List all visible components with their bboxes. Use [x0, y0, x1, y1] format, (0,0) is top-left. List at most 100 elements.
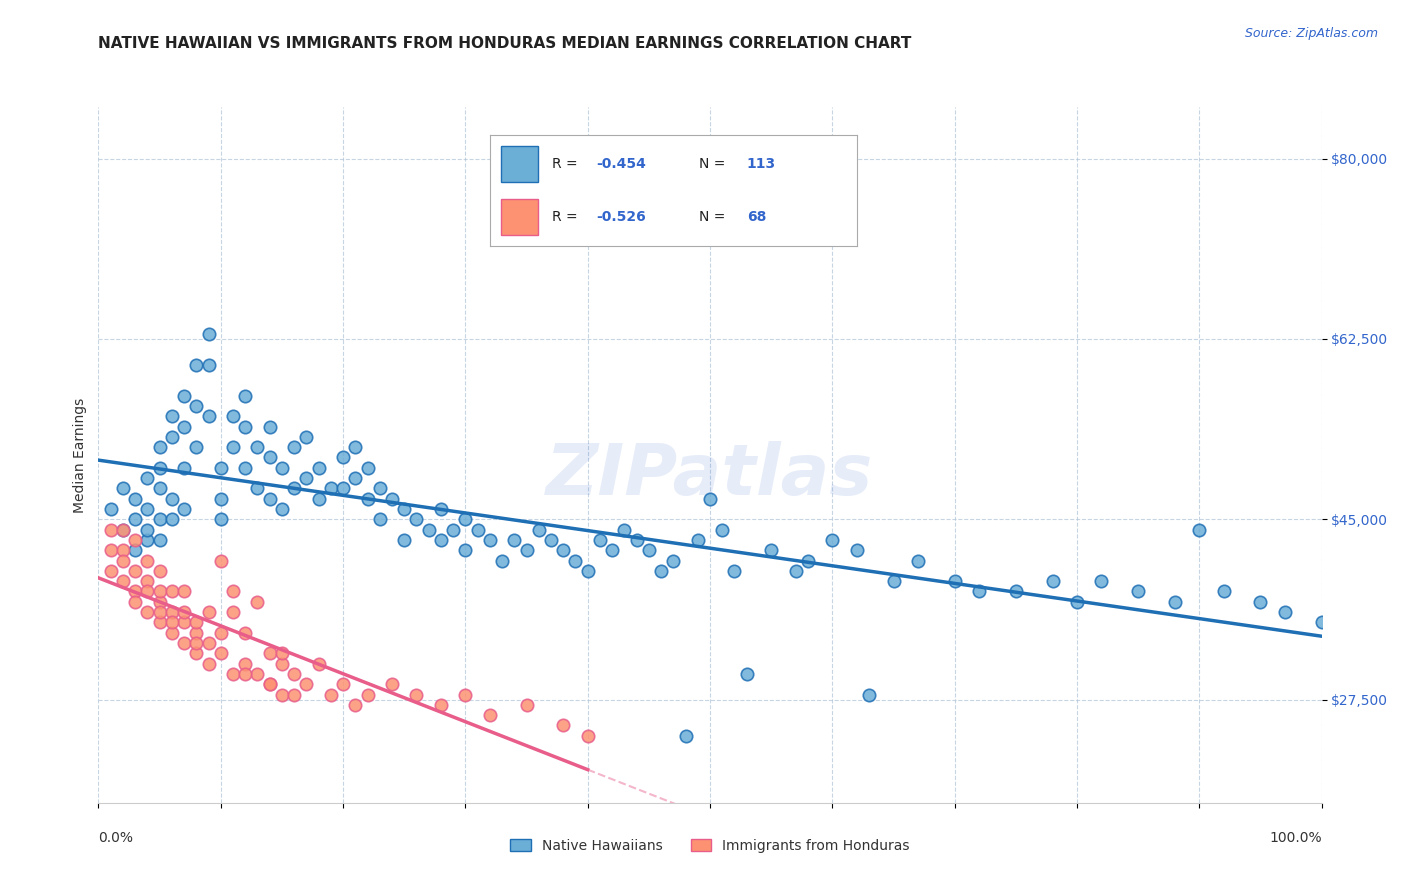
Point — [149, 460, 172, 475]
Point — [124, 533, 146, 547]
Point — [295, 677, 318, 691]
Point — [797, 553, 820, 567]
Point — [308, 460, 330, 475]
Point — [100, 523, 122, 537]
Point — [246, 440, 269, 454]
Point — [761, 543, 783, 558]
Point — [613, 523, 636, 537]
Point — [209, 460, 232, 475]
Point — [173, 636, 195, 650]
Point — [124, 491, 146, 506]
Point — [735, 667, 758, 681]
Point — [222, 605, 245, 619]
Point — [186, 358, 208, 372]
Point — [270, 460, 294, 475]
Point — [259, 450, 281, 465]
Point — [540, 533, 562, 547]
Point — [295, 430, 318, 444]
Legend: Native Hawaiians, Immigrants from Honduras: Native Hawaiians, Immigrants from Hondur… — [505, 833, 915, 858]
Point — [283, 667, 305, 681]
Point — [1004, 584, 1026, 599]
Point — [308, 657, 330, 671]
Point — [515, 698, 537, 712]
Point — [821, 533, 844, 547]
Point — [344, 698, 367, 712]
Text: Source: ZipAtlas.com: Source: ZipAtlas.com — [1244, 27, 1378, 40]
Point — [160, 605, 183, 619]
Point — [173, 615, 195, 630]
Point — [626, 533, 648, 547]
Point — [124, 595, 146, 609]
Point — [356, 460, 378, 475]
Point — [246, 667, 269, 681]
Point — [283, 482, 305, 496]
Point — [270, 502, 294, 516]
Point — [405, 688, 427, 702]
Point — [209, 512, 232, 526]
Point — [209, 553, 232, 567]
Point — [686, 533, 709, 547]
Point — [392, 533, 416, 547]
Point — [1188, 523, 1211, 537]
Point — [186, 399, 208, 413]
Point — [209, 491, 232, 506]
Point — [149, 615, 172, 630]
Point — [332, 482, 354, 496]
Point — [467, 523, 489, 537]
Point — [160, 409, 183, 424]
Point — [283, 440, 305, 454]
Point — [124, 512, 146, 526]
Point — [136, 584, 159, 599]
Point — [222, 667, 245, 681]
Point — [233, 389, 256, 403]
Point — [295, 471, 318, 485]
Point — [576, 564, 599, 578]
Point — [149, 584, 172, 599]
Point — [478, 533, 501, 547]
Point — [1090, 574, 1112, 589]
Y-axis label: Median Earnings: Median Earnings — [73, 397, 87, 513]
Point — [233, 419, 256, 434]
Point — [136, 553, 159, 567]
Point — [943, 574, 966, 589]
Point — [723, 564, 745, 578]
Point — [454, 688, 477, 702]
Point — [197, 657, 219, 671]
Point — [111, 482, 134, 496]
Point — [381, 677, 404, 691]
Point — [136, 523, 159, 537]
Point — [197, 409, 219, 424]
Point — [553, 718, 575, 732]
Point — [662, 553, 685, 567]
Point — [381, 491, 404, 506]
Point — [308, 491, 330, 506]
Text: NATIVE HAWAIIAN VS IMMIGRANTS FROM HONDURAS MEDIAN EARNINGS CORRELATION CHART: NATIVE HAWAIIAN VS IMMIGRANTS FROM HONDU… — [98, 36, 912, 51]
Point — [111, 523, 134, 537]
Point — [222, 584, 245, 599]
Text: 100.0%: 100.0% — [1270, 830, 1322, 845]
Point — [491, 553, 513, 567]
Point — [283, 688, 305, 702]
Point — [883, 574, 905, 589]
Point — [858, 688, 880, 702]
Point — [675, 729, 697, 743]
Point — [907, 553, 929, 567]
Point — [441, 523, 464, 537]
Point — [149, 440, 172, 454]
Point — [699, 491, 721, 506]
Point — [149, 605, 172, 619]
Text: 0.0%: 0.0% — [98, 830, 134, 845]
Point — [368, 482, 391, 496]
Point — [149, 533, 172, 547]
Point — [136, 533, 159, 547]
Point — [246, 595, 269, 609]
Point — [319, 482, 342, 496]
Point — [136, 471, 159, 485]
Point — [173, 389, 195, 403]
Point — [111, 574, 134, 589]
Point — [222, 409, 245, 424]
Point — [515, 543, 537, 558]
Point — [209, 625, 232, 640]
Point — [111, 553, 134, 567]
Point — [564, 553, 586, 567]
